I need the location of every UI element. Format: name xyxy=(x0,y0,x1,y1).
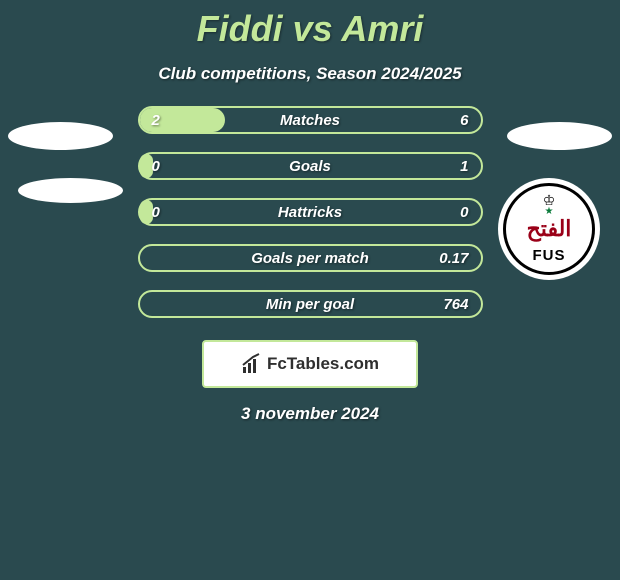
date-text: 3 november 2024 xyxy=(0,404,620,424)
stat-label: Hattricks xyxy=(278,204,342,221)
brand-text: FcTables.com xyxy=(267,354,379,374)
team-badge-left-1 xyxy=(8,122,113,150)
stat-row-goals-per-match: Goals per match 0.17 xyxy=(138,244,483,272)
chart-icon xyxy=(241,353,263,375)
stat-row-hattricks: 0 Hattricks 0 xyxy=(138,198,483,226)
stat-right-value: 764 xyxy=(443,296,468,313)
stat-label: Min per goal xyxy=(266,296,354,313)
stat-left-value: 0 xyxy=(152,158,160,175)
stat-right-value: 0.17 xyxy=(439,250,468,267)
team-badge-right-2: ♔ ★ الفتح FUS xyxy=(498,178,600,280)
team-badge-right-1 xyxy=(507,122,612,150)
team-badge-left-2 xyxy=(18,178,123,203)
stat-label: Matches xyxy=(280,112,340,129)
stat-left-value: 0 xyxy=(152,204,160,221)
stat-row-goals: 0 Goals 1 xyxy=(138,152,483,180)
stat-right-value: 6 xyxy=(460,112,468,129)
stat-row-min-per-goal: Min per goal 764 xyxy=(138,290,483,318)
page-subtitle: Club competitions, Season 2024/2025 xyxy=(0,64,620,84)
stat-right-value: 1 xyxy=(460,158,468,175)
stat-label: Goals per match xyxy=(251,250,369,267)
stat-label: Goals xyxy=(289,158,331,175)
brand-box[interactable]: FcTables.com xyxy=(202,340,418,388)
stat-right-value: 0 xyxy=(460,204,468,221)
fus-arabic-text: الفتح xyxy=(527,216,572,242)
stat-row-matches: 2 Matches 6 xyxy=(138,106,483,134)
fus-logo: ♔ ★ الفتح FUS xyxy=(503,183,595,275)
page-title: Fiddi vs Amri xyxy=(0,0,620,50)
stat-left-value: 2 xyxy=(152,112,160,129)
fus-label: FUS xyxy=(533,247,566,264)
